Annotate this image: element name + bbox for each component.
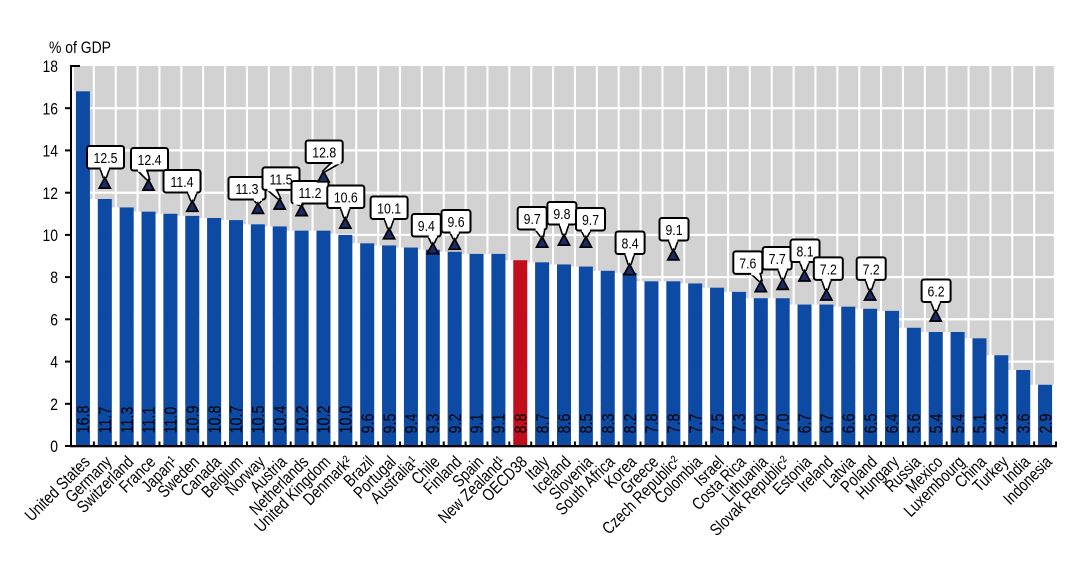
svg-text:9.7: 9.7: [582, 212, 599, 228]
svg-text:6.6: 6.6: [840, 413, 859, 433]
svg-text:9.5: 9.5: [381, 413, 400, 433]
svg-text:11.5: 11.5: [269, 171, 292, 187]
svg-text:11.3: 11.3: [119, 407, 138, 434]
svg-text:16.8: 16.8: [75, 405, 94, 433]
svg-text:3.6: 3.6: [1015, 413, 1034, 433]
svg-text:5.6: 5.6: [906, 413, 925, 433]
svg-text:0: 0: [50, 438, 58, 457]
svg-text:11.0: 11.0: [162, 407, 181, 434]
svg-text:11.3: 11.3: [235, 181, 258, 197]
svg-text:6.7: 6.7: [818, 413, 837, 433]
svg-text:10: 10: [43, 227, 59, 246]
svg-text:7.2: 7.2: [863, 261, 880, 277]
svg-text:10.2: 10.2: [294, 405, 313, 433]
svg-text:7.3: 7.3: [731, 413, 750, 433]
svg-text:10.9: 10.9: [184, 405, 203, 433]
svg-text:8.3: 8.3: [600, 413, 619, 433]
svg-text:8.6: 8.6: [556, 413, 575, 433]
svg-text:6.2: 6.2: [928, 283, 945, 299]
svg-text:12.5: 12.5: [94, 150, 118, 166]
svg-text:8.7: 8.7: [534, 413, 553, 433]
svg-text:10.4: 10.4: [272, 405, 291, 433]
svg-text:8.8: 8.8: [512, 413, 531, 433]
svg-text:14: 14: [43, 142, 59, 161]
svg-text:7.2: 7.2: [820, 261, 837, 277]
svg-text:12.8: 12.8: [312, 144, 336, 160]
svg-text:5.4: 5.4: [950, 413, 969, 433]
svg-text:4.3: 4.3: [993, 413, 1012, 433]
svg-text:5.4: 5.4: [928, 413, 947, 433]
svg-text:9.6: 9.6: [359, 413, 378, 433]
svg-text:4: 4: [50, 353, 58, 372]
svg-text:11.1: 11.1: [141, 407, 160, 434]
svg-text:10.2: 10.2: [315, 405, 334, 433]
svg-text:7.7: 7.7: [687, 413, 706, 433]
svg-text:8: 8: [50, 269, 58, 288]
svg-text:10.6: 10.6: [334, 189, 358, 205]
svg-text:10.7: 10.7: [228, 405, 247, 433]
svg-text:10.5: 10.5: [250, 405, 269, 433]
svg-text:9.4: 9.4: [403, 413, 422, 433]
svg-text:11.7: 11.7: [97, 407, 116, 434]
svg-text:6: 6: [50, 311, 58, 330]
svg-text:9.6: 9.6: [447, 214, 464, 230]
svg-text:6.4: 6.4: [884, 413, 903, 433]
svg-text:5.1: 5.1: [971, 413, 990, 433]
svg-text:9.3: 9.3: [425, 413, 444, 433]
svg-text:7.5: 7.5: [709, 413, 728, 433]
svg-text:8.2: 8.2: [622, 413, 641, 433]
svg-text:8.4: 8.4: [622, 235, 639, 251]
svg-text:10.1: 10.1: [377, 200, 401, 216]
svg-text:9.8: 9.8: [553, 206, 570, 222]
svg-text:% of GDP: % of GDP: [49, 39, 111, 58]
svg-text:9.4: 9.4: [418, 218, 435, 234]
svg-text:18: 18: [43, 58, 58, 77]
svg-text:9.1: 9.1: [469, 413, 488, 433]
svg-text:9.2: 9.2: [447, 413, 466, 433]
svg-text:2: 2: [50, 396, 58, 415]
svg-text:9.1: 9.1: [665, 222, 682, 238]
svg-text:16: 16: [43, 100, 58, 119]
svg-text:10.8: 10.8: [206, 405, 225, 433]
svg-text:9.1: 9.1: [490, 413, 509, 433]
svg-text:7.8: 7.8: [665, 413, 684, 433]
svg-text:8.5: 8.5: [578, 413, 597, 433]
svg-text:2.9: 2.9: [1037, 413, 1056, 433]
svg-text:12.4: 12.4: [138, 152, 162, 168]
svg-text:10.0: 10.0: [337, 405, 356, 433]
svg-text:7.0: 7.0: [775, 413, 794, 433]
svg-text:7.0: 7.0: [753, 413, 772, 433]
svg-text:7.7: 7.7: [769, 251, 786, 267]
svg-text:12: 12: [43, 185, 58, 204]
svg-text:7.6: 7.6: [739, 255, 756, 271]
svg-text:6.5: 6.5: [862, 413, 881, 433]
svg-text:11.2: 11.2: [298, 185, 321, 201]
svg-text:9.7: 9.7: [524, 211, 541, 227]
svg-text:7.8: 7.8: [643, 413, 662, 433]
svg-text:6.7: 6.7: [797, 413, 816, 433]
svg-text:11.4: 11.4: [170, 174, 193, 190]
svg-text:8.1: 8.1: [796, 243, 813, 259]
